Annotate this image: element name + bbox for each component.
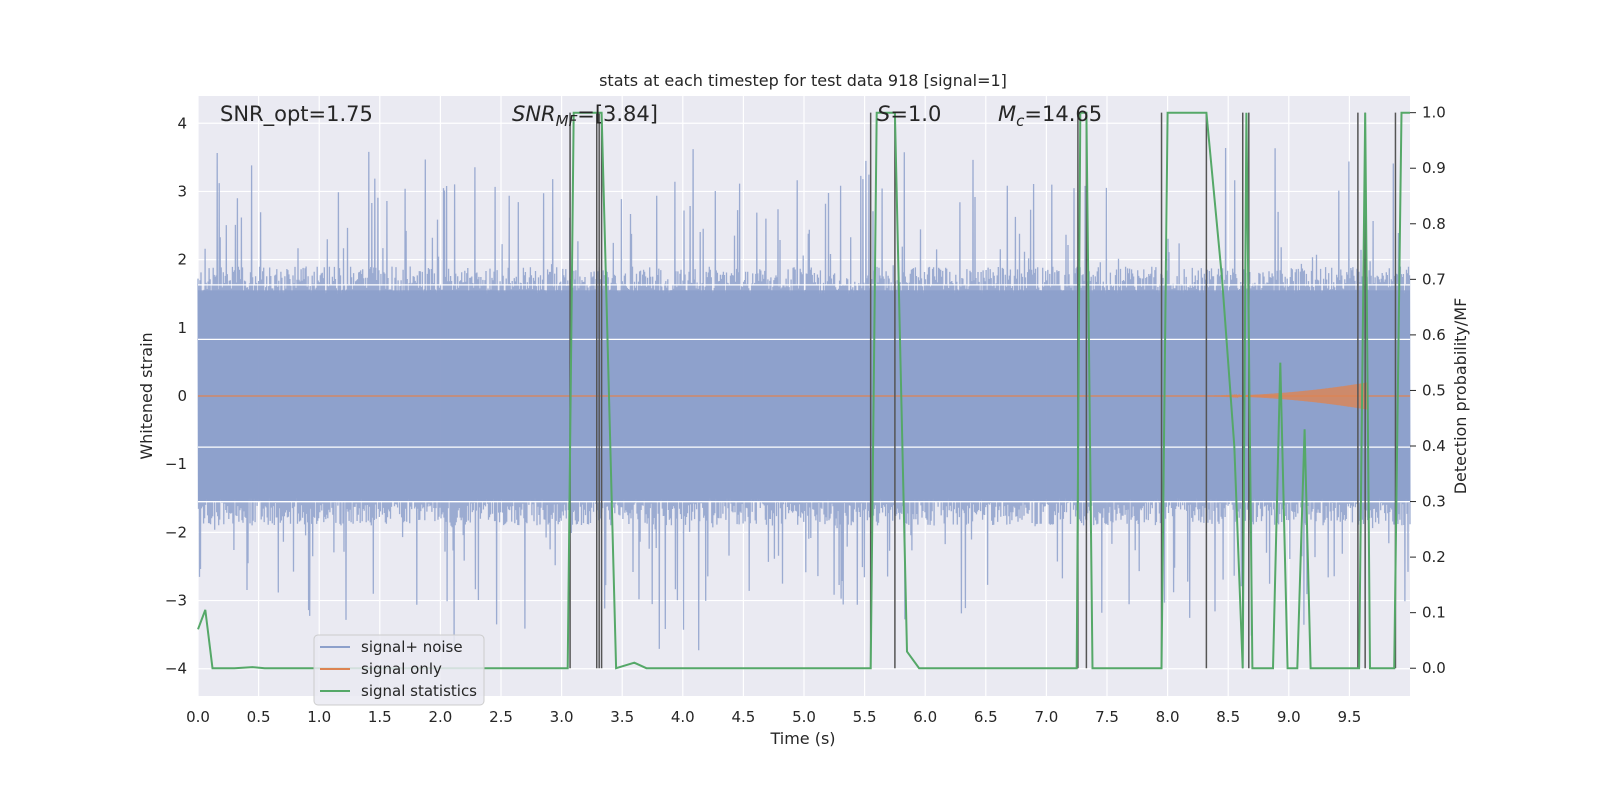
y-tick-label: −4 — [165, 660, 187, 678]
x-tick-label: 4.0 — [671, 708, 695, 726]
y-right-tick-label: 0.9 — [1422, 159, 1446, 177]
x-tick-label: 7.5 — [1095, 708, 1119, 726]
legend: signal+ noise signal only signal statist… — [313, 634, 485, 706]
x-tick-label: 8.0 — [1156, 708, 1180, 726]
chart-title: stats at each timestep for test data 918… — [599, 71, 1007, 90]
y-right-tick-label: 0.7 — [1422, 270, 1446, 288]
x-tick-label: 3.5 — [610, 708, 634, 726]
y-axis-label: Whitened strain — [137, 332, 156, 459]
y-tick-label: −2 — [165, 523, 187, 541]
y-right-tick-label: 0.3 — [1422, 493, 1446, 511]
x-tick-label: 9.5 — [1337, 708, 1361, 726]
y-right-tick-label: 0.5 — [1422, 381, 1446, 399]
x-tick-label: 0.5 — [247, 708, 271, 726]
y-right-tick-label: 0.1 — [1422, 604, 1446, 622]
snr-opt-annotation: SNR_opt=1.75 — [220, 102, 373, 127]
y-tick-label: 3 — [177, 182, 187, 200]
y-right-tick-label: 0.6 — [1422, 326, 1446, 344]
x-tick-label: 6.5 — [974, 708, 998, 726]
y-axis-label-right: Detection probability/MF — [1451, 298, 1470, 495]
legend-label-stats: signal statistics — [361, 682, 477, 700]
s-annotation: S=1.0 — [877, 102, 941, 126]
x-tick-label: 0.0 — [186, 708, 210, 726]
y-tick-label: 1 — [177, 319, 187, 337]
snr-mf-annotation: SNRMF=[3.84] — [512, 102, 658, 130]
stats-line — [197, 111, 1410, 670]
y-ticks: −4 −3 −2 −1 0 1 2 3 4 — [165, 114, 187, 677]
y-tick-label: −3 — [165, 592, 187, 610]
y-tick-label: 4 — [177, 114, 187, 132]
legend-box — [313, 634, 485, 706]
x-tick-label: 7.0 — [1034, 708, 1058, 726]
mc-annotation: Mc=14.65 — [998, 102, 1102, 130]
y-ticks-right: 0.0 0.1 0.2 0.3 0.4 0.5 0.6 0.7 0.8 0.9 1.0 — [1410, 104, 1446, 677]
y-right-tick-label: 0.8 — [1422, 215, 1446, 233]
x-tick-label: 1.0 — [307, 708, 331, 726]
y-tick-label: −1 — [165, 455, 187, 473]
y-right-tick-label: 0.4 — [1422, 437, 1446, 455]
vertical-marker-lines — [569, 112, 1397, 669]
horizontal-white-lines — [198, 284, 1410, 503]
x-axis-label: Time (s) — [769, 729, 835, 748]
x-tick-label: 6.0 — [913, 708, 937, 726]
x-tick-label: 4.5 — [731, 708, 755, 726]
y-right-tick-label: 1.0 — [1422, 104, 1446, 122]
y-tick-label: 0 — [177, 387, 187, 405]
y-tick-label: 2 — [177, 251, 187, 269]
x-ticks: 0.0 0.5 1.0 1.5 2.0 2.5 3.0 3.5 4.0 4.5 5.0 5.5 6.0 6… — [186, 708, 1361, 726]
legend-label-noise: signal+ noise — [361, 638, 463, 656]
x-tick-label: 3.0 — [550, 708, 574, 726]
x-tick-label: 8.5 — [1216, 708, 1240, 726]
x-tick-label: 5.0 — [792, 708, 816, 726]
x-tick-label: 2.0 — [428, 708, 452, 726]
signal-statistics-series — [197, 111, 1410, 670]
y-right-tick-label: 0.2 — [1422, 548, 1446, 566]
x-tick-label: 9.0 — [1277, 708, 1301, 726]
y-right-tick-label: 0.0 — [1422, 659, 1446, 677]
x-tick-label: 2.5 — [489, 708, 513, 726]
x-tick-label: 1.5 — [368, 708, 392, 726]
x-tick-label: 5.5 — [853, 708, 877, 726]
legend-label-signal: signal only — [361, 660, 442, 678]
